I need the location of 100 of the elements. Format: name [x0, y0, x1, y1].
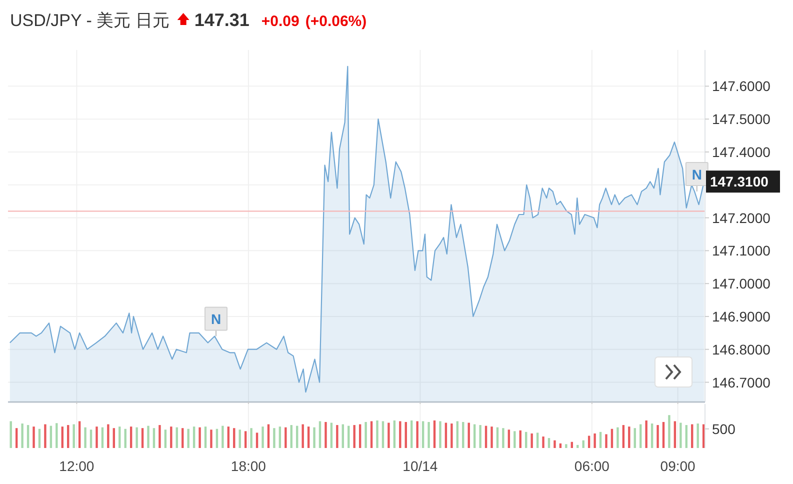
y-tick-label: 147.4000: [712, 144, 771, 160]
bar: [204, 426, 207, 448]
y-tick-label: 147.2000: [712, 210, 771, 226]
bar: [680, 422, 682, 448]
bar: [628, 426, 630, 448]
bar: [216, 428, 218, 448]
bar: [307, 426, 310, 448]
bar: [147, 426, 150, 448]
bar: [330, 422, 333, 448]
bar: [56, 423, 58, 448]
bar: [530, 433, 533, 448]
chart-title: USD/JPY - 美元 日元: [10, 11, 170, 30]
bar: [290, 425, 292, 448]
bar: [388, 422, 390, 448]
bar: [565, 444, 568, 448]
bar: [15, 428, 18, 448]
bar: [582, 440, 584, 448]
x-tick-label: 06:00: [574, 458, 610, 474]
bar: [296, 426, 298, 448]
y-tick-label: 146.8000: [712, 341, 771, 358]
bar: [473, 424, 476, 448]
bar: [187, 428, 190, 448]
bar: [490, 426, 493, 448]
bar: [433, 420, 436, 448]
y-tick-label: 500: [712, 420, 736, 437]
bar: [599, 432, 602, 448]
bar: [67, 425, 70, 448]
bar: [342, 424, 344, 448]
bar: [519, 430, 522, 448]
bar: [130, 426, 132, 448]
bar: [542, 436, 544, 448]
bar: [124, 428, 126, 448]
bar: [227, 426, 230, 448]
bar: [370, 421, 373, 448]
bar: [364, 422, 367, 448]
bar: [50, 426, 52, 448]
bar: [96, 426, 98, 448]
bar: [450, 424, 453, 448]
bar: [640, 424, 642, 448]
bar: [610, 428, 614, 448]
text: (+0.06%): [305, 13, 367, 30]
bar: [616, 427, 619, 448]
bar: [90, 430, 92, 448]
bar: [594, 433, 596, 448]
bar: [84, 427, 86, 448]
bar: [559, 443, 562, 448]
bar: [313, 427, 316, 448]
annotation: N: [692, 166, 702, 182]
bar: [78, 421, 81, 448]
bar: [376, 420, 378, 448]
bar: [238, 430, 241, 448]
bar: [536, 432, 539, 448]
bar: [302, 424, 304, 448]
bar: [650, 424, 654, 448]
bar: [336, 425, 338, 448]
bar: [348, 426, 350, 448]
annotation: 147.3100: [710, 174, 769, 190]
bar: [656, 425, 659, 448]
bar: [256, 432, 258, 448]
bar: [164, 430, 167, 448]
bar: [674, 421, 676, 448]
bar: [262, 426, 264, 448]
annotation: N: [210, 311, 222, 328]
bar: [192, 426, 196, 448]
bar: [112, 428, 116, 448]
bar: [210, 430, 212, 448]
y-tick-label: 147.0000: [712, 276, 771, 292]
bar: [170, 426, 172, 448]
bar: [353, 425, 356, 448]
bar: [428, 422, 430, 448]
bar: [26, 425, 30, 448]
bar: [634, 428, 636, 448]
x-tick-label: 12:00: [59, 458, 94, 474]
bar: [176, 427, 178, 448]
bar: [696, 424, 699, 448]
bar: [198, 427, 201, 448]
bar: [502, 428, 504, 448]
bar: [107, 424, 110, 448]
y-tick-label: 147.6000: [712, 78, 771, 94]
bar: [284, 427, 287, 448]
bar: [508, 430, 510, 448]
bar: [422, 421, 424, 448]
text: 147.31: [194, 10, 250, 30]
bar: [10, 421, 12, 448]
bar: [38, 428, 41, 448]
bar: [267, 424, 270, 448]
x-tick-label: 10/14: [402, 458, 438, 474]
bar: [44, 424, 46, 448]
bar: [21, 424, 24, 448]
bar: [548, 438, 550, 448]
bar: [410, 420, 413, 448]
bar: [182, 428, 184, 448]
y-tick-label: 147.1000: [712, 242, 771, 259]
text: +0.09: [261, 13, 300, 30]
bar: [358, 424, 362, 448]
bar: [662, 422, 665, 448]
bar: [468, 422, 470, 448]
bar: [702, 424, 705, 448]
bar: [222, 426, 224, 448]
bar: [462, 422, 464, 448]
